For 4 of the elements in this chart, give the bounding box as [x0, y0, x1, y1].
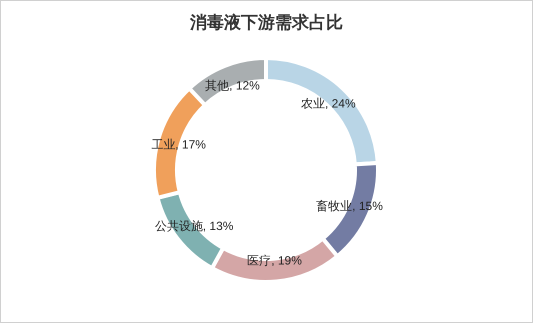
chart-title: 消毒液下游需求占比	[189, 13, 343, 32]
slice-label: 其他, 12%	[205, 78, 260, 92]
slice-label: 医疗, 19%	[247, 254, 302, 268]
slice-label: 农业, 24%	[300, 96, 356, 111]
